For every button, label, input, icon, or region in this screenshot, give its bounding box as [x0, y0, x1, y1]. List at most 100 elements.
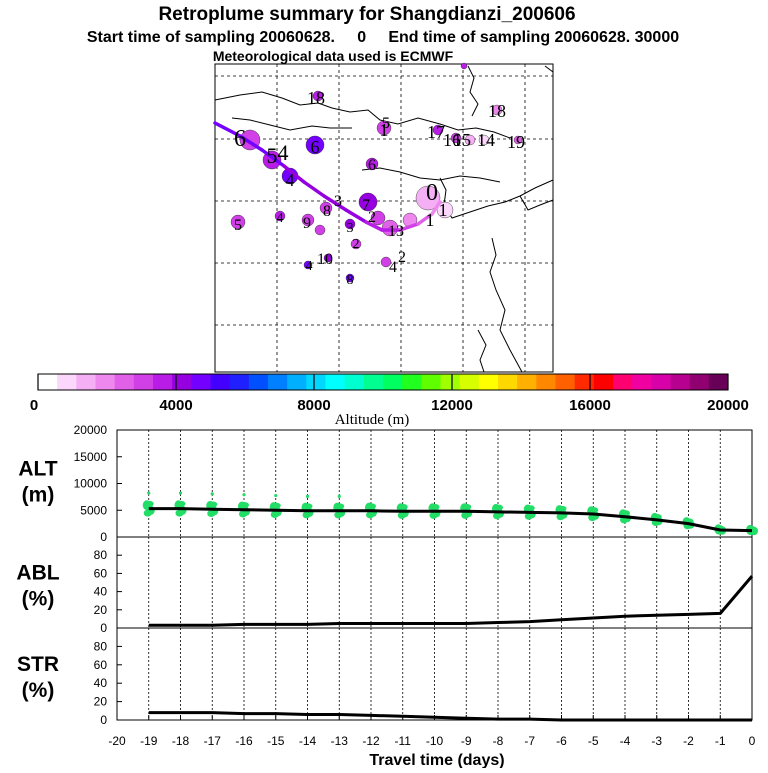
altitude-spread-outlier	[306, 495, 309, 498]
x-tick-label: -8	[493, 734, 504, 748]
colorbar-swatch	[651, 374, 671, 390]
cluster-day-label: 10	[317, 251, 333, 268]
altitude-spread-outlier	[211, 492, 214, 495]
x-tick-label: -20	[108, 734, 126, 748]
cluster-day-label: 4	[278, 140, 289, 165]
colorbar-swatch	[383, 374, 403, 390]
altitude-spread-outlier	[179, 491, 182, 494]
x-tick-label: -16	[235, 734, 253, 748]
y-tick-label: 40	[94, 676, 108, 690]
cluster-day-label: 4	[306, 259, 313, 274]
cluster-day-label: 4	[389, 259, 397, 276]
cluster-day-label: 18	[307, 88, 325, 108]
altitude-spread-blob	[400, 504, 408, 510]
altitude-spread-blob	[590, 507, 598, 513]
altitude-spread-blob	[398, 512, 406, 519]
cluster-day-label: 8	[323, 203, 331, 220]
x-tick-label: -4	[620, 734, 631, 748]
x-axis-label: Travel time (days)	[369, 752, 504, 768]
y-tick-label: 0	[100, 621, 107, 635]
cluster-day-label: 13	[388, 223, 404, 240]
x-tick-label: -13	[331, 734, 349, 748]
colorbar-tick-label: 0	[30, 397, 38, 414]
series-line	[149, 576, 752, 625]
colorbar-swatch	[421, 374, 441, 390]
cluster-day-label: 8	[347, 273, 354, 288]
colorbar-swatch	[671, 374, 691, 390]
altitude-spread-blob	[336, 503, 344, 509]
y-tick-label: 0	[100, 713, 107, 727]
colorbar-swatch	[76, 374, 96, 390]
colorbar-tick-label: 20000	[707, 397, 749, 414]
colorbar-swatch	[57, 374, 77, 390]
colorbar-swatch	[326, 374, 346, 390]
altitude-spread-blob	[527, 505, 535, 511]
y-tick-label: 60	[94, 566, 108, 580]
meteo-data-line: Meteorological data used is ECMWF	[213, 48, 454, 64]
y-tick-label: 20	[94, 695, 108, 709]
altitude-spread-blob	[271, 511, 279, 518]
colorbar-swatch	[134, 374, 154, 390]
altitude-spread-blob	[368, 503, 376, 509]
x-tick-label: -15	[267, 734, 285, 748]
series-line	[149, 509, 752, 531]
altitude-spread-blob	[176, 510, 184, 517]
colorbar-tick-label: 16000	[569, 397, 611, 414]
colorbar-swatch	[536, 374, 556, 390]
y-tick-label: 5000	[80, 503, 107, 517]
x-tick-label: -5	[588, 734, 599, 748]
y-tick-label: 80	[94, 548, 108, 562]
cluster-day-label: 19	[507, 132, 525, 152]
cluster-day-label: 2	[398, 249, 406, 266]
colorbar-swatch	[230, 374, 250, 390]
cluster-day-label: 4	[277, 211, 284, 226]
colorbar-swatch	[38, 374, 58, 390]
colorbar-swatch	[460, 374, 480, 390]
colorbar-swatch	[441, 374, 461, 390]
colorbar-swatch	[402, 374, 422, 390]
colorbar-swatch	[575, 374, 595, 390]
x-tick-label: -12	[362, 734, 380, 748]
x-tick-label: -3	[651, 734, 662, 748]
x-tick-label: -2	[683, 734, 694, 748]
cluster-marker	[315, 225, 325, 235]
colorbar-swatch	[632, 374, 652, 390]
altitude-spread-blob	[178, 501, 186, 507]
altitude-spread-blob	[430, 512, 438, 519]
panel-ylabel: ALT	[18, 458, 57, 481]
x-tick-label: -9	[461, 734, 472, 748]
altitude-spread-blob	[273, 503, 281, 509]
panel-ylabel: (%)	[22, 588, 55, 611]
colorbar-swatch	[364, 374, 384, 390]
x-tick-label: -18	[172, 734, 190, 748]
altitude-spread-blob	[305, 503, 313, 509]
colorbar-swatch	[287, 374, 307, 390]
altitude-spread-blob	[432, 504, 440, 510]
cluster-day-label: 0	[426, 180, 438, 206]
colorbar-swatch	[345, 374, 365, 390]
altitude-spread-blob	[366, 511, 374, 518]
cluster-day-label: 5	[267, 143, 278, 168]
colorbar-swatch	[191, 374, 211, 390]
cluster-day-label: 1	[426, 210, 435, 230]
colorbar-swatch	[613, 374, 633, 390]
y-tick-label: 40	[94, 585, 108, 599]
colorbar-swatch	[115, 374, 135, 390]
colorbar-swatch	[249, 374, 269, 390]
x-tick-label: -6	[556, 734, 567, 748]
colorbar-tick-label: 8000	[297, 397, 330, 414]
cluster-day-label: 6	[311, 137, 320, 157]
x-tick-label: 0	[749, 734, 756, 748]
y-tick-label: 20000	[74, 423, 108, 437]
cluster-day-label: 6	[368, 157, 376, 174]
altitude-spread-blob	[461, 512, 469, 519]
panel-ylabel: (m)	[22, 484, 55, 507]
colorbar-tick-label: 12000	[431, 397, 473, 414]
cluster-day-label: 5	[234, 217, 242, 234]
cluster-day-label: 1	[439, 200, 448, 220]
